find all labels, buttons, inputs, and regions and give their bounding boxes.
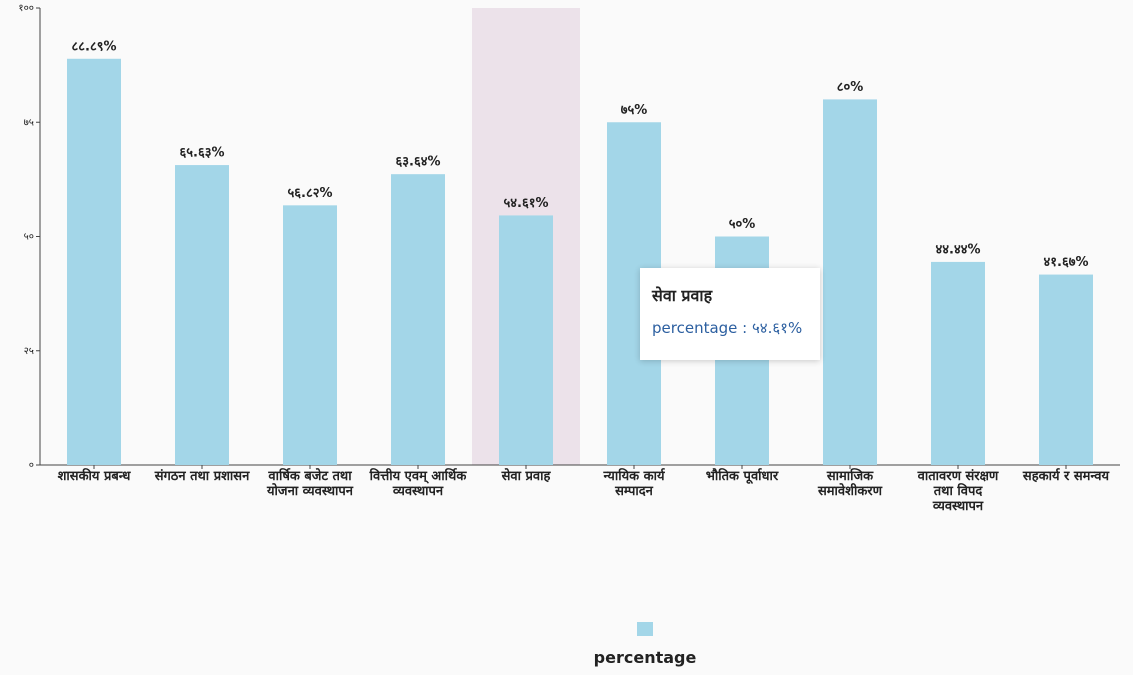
- tooltip-title: सेवा प्रवाह: [652, 286, 713, 305]
- x-tick-label: वित्तीय एवम् आर्थिक व्यवस्थापन: [369, 469, 467, 499]
- bar: [391, 174, 445, 465]
- bar: [499, 215, 553, 465]
- value-label: ८८.८९%: [71, 39, 116, 54]
- bar: [1039, 274, 1093, 465]
- tooltip: सेवा प्रवाह percentage : ५४.६१%: [640, 268, 820, 360]
- x-tick-label: सहकार्य र समन्वय: [1022, 469, 1110, 484]
- bar: [931, 261, 985, 465]
- value-label: ५०%: [729, 217, 756, 232]
- x-tick-label: न्यायिक कार्य सम्पादन: [603, 469, 665, 499]
- value-label: ४१.६७%: [1043, 255, 1088, 270]
- value-label: ६५.६३%: [179, 146, 224, 161]
- y-tick-label: ७५: [24, 117, 34, 128]
- value-label: ४४.४४%: [935, 242, 980, 257]
- legend-swatch: [637, 622, 653, 636]
- bar: [67, 58, 121, 465]
- tooltip-text: percentage : ५४.६१%: [652, 319, 803, 337]
- x-tick-label: सामाजिक समावेशीकरण: [817, 469, 883, 499]
- y-tick-label: ०: [29, 460, 34, 471]
- bar: [283, 205, 337, 466]
- value-label: ७५%: [621, 103, 648, 118]
- x-tick-label: वातावरण संरक्षण तथा विपद व्यवस्थापन: [917, 469, 999, 514]
- bar: [823, 99, 877, 466]
- legend-label[interactable]: percentage: [593, 648, 697, 667]
- x-tick-label: भौतिक पूर्वाधार: [705, 469, 779, 484]
- value-label: ८०%: [837, 80, 864, 95]
- value-label: ६३.६४%: [395, 155, 440, 170]
- y-tick-label: १००: [18, 3, 34, 14]
- y-tick-label: ५०: [24, 232, 34, 243]
- x-tick-label: सेवा प्रवाह: [501, 469, 551, 484]
- x-tick-label: वार्षिक बजेट तथा योजना व्यवस्थापन: [267, 469, 353, 499]
- bar: [175, 165, 229, 465]
- x-tick-label: शासकीय प्रबन्ध: [57, 469, 131, 484]
- y-tick-label: २५: [24, 346, 34, 357]
- value-label: ५६.८२%: [287, 186, 332, 201]
- x-tick-label: संगठन तथा प्रशासन: [154, 469, 250, 484]
- value-label: ५४.६१%: [503, 196, 548, 211]
